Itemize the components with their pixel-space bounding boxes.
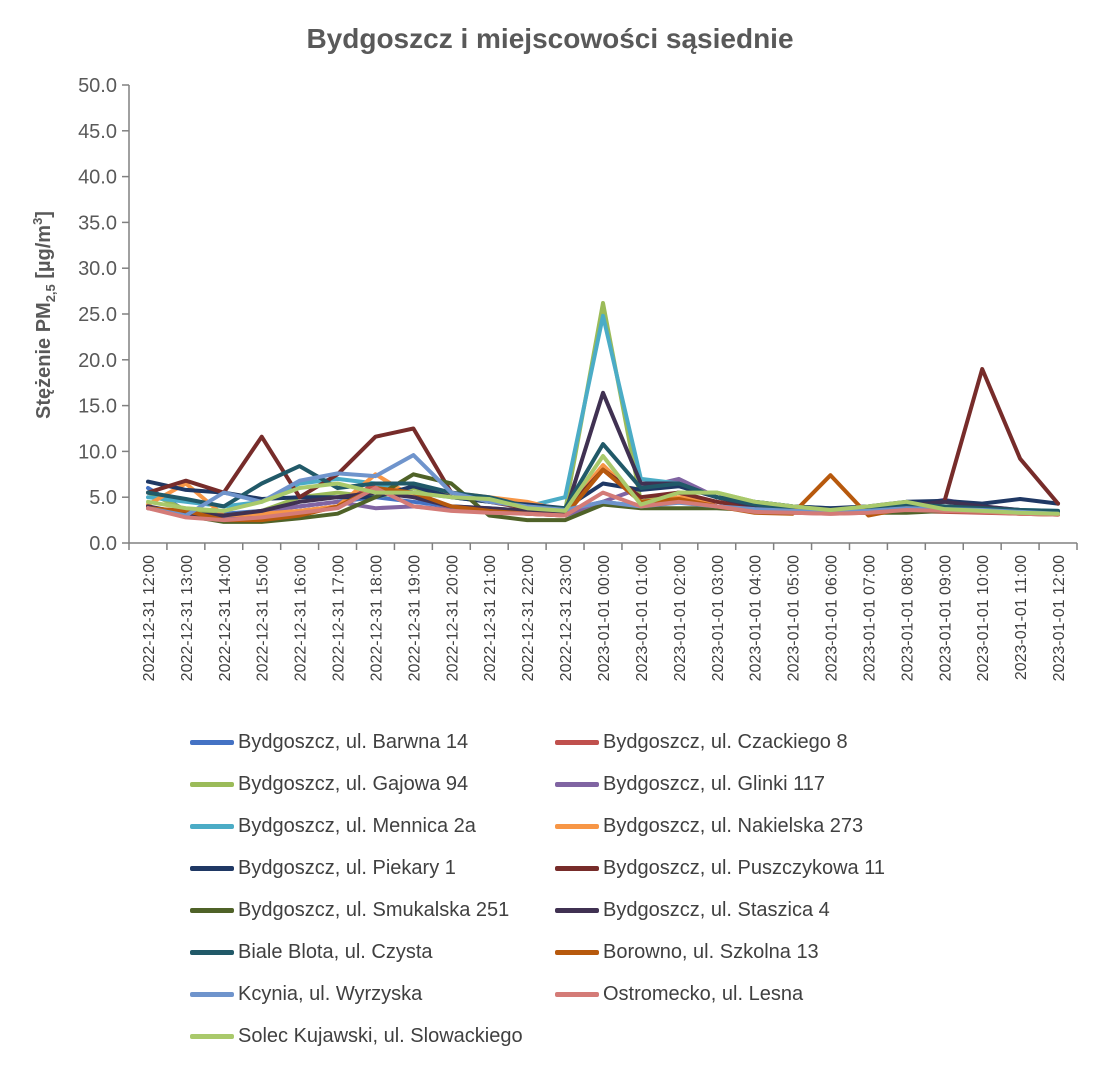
x-tick-label: 2023-01-01 01:00 [634,555,651,681]
x-tick-label: 2023-01-01 03:00 [710,555,727,681]
legend-item: Bydgoszcz, ul. Smukalska 251 [190,890,509,930]
legend-item: Bydgoszcz, ul. Gajowa 94 [190,764,468,804]
x-tick-label: 2023-01-01 11:00 [1013,555,1030,680]
y-tick-label: 0.0 [89,533,117,555]
x-tick-label: 2023-01-01 08:00 [899,555,916,681]
legend-item: Bydgoszcz, ul. Czackiego 8 [555,722,848,762]
x-tick-label: 2023-01-01 04:00 [748,555,765,681]
y-tick-label: 20.0 [78,350,117,372]
legend-item: Borowno, ul. Szkolna 13 [555,932,819,972]
y-tick-label: 50.0 [78,75,117,97]
legend-label: Borowno, ul. Szkolna 13 [603,940,819,963]
legend-swatch [190,991,234,997]
y-tick-label: 35.0 [78,212,117,234]
legend-item: Kcynia, ul. Wyrzyska [190,974,422,1014]
legend-label: Solec Kujawski, ul. Slowackiego [238,1024,523,1047]
legend-swatch [555,991,599,997]
x-tick-label: 2023-01-01 07:00 [861,555,878,681]
x-tick-label: 2022-12-31 17:00 [331,555,348,681]
y-tick-label: 30.0 [78,258,117,280]
series-line-15 [146,454,1060,516]
x-tick-label: 2022-12-31 12:00 [141,555,158,681]
y-axis-label-main: Stężenie PM [33,302,55,419]
chart-title: Bydgoszcz i miejscowości sąsiednie [306,23,793,54]
series-line-14 [146,486,1060,523]
y-axis-label: Stężenie PM2,5 [µg/m3] [30,211,58,419]
y-tick-label: 40.0 [78,167,117,189]
y-axis-label-unit: [µg/m [33,225,55,284]
x-tick-label: 2023-01-01 05:00 [786,555,803,681]
legend-label: Biale Blota, ul. Czysta [238,940,433,963]
y-axis-label-sup: 3 [30,218,45,225]
y-tick-label: 5.0 [89,487,117,509]
legend-swatch [555,949,599,955]
legend-label: Bydgoszcz, ul. Piekary 1 [238,856,456,879]
y-tick-label: 25.0 [78,304,117,326]
x-tick-label: 2023-01-01 10:00 [975,555,992,681]
legend-swatch [555,865,599,871]
axes: 0.0 5.0 10.0 15.0 20.0 25.0 30.0 35.0 40.0 45.0 50… [78,75,1078,681]
x-tick-label: 2023-01-01 09:00 [937,555,954,681]
legend-label: Bydgoszcz, ul. Gajowa 94 [238,772,469,795]
legend-item: Ostromecko, ul. Lesna [555,974,803,1014]
y-tick-label: 45.0 [78,121,117,143]
x-tick-label: 2022-12-31 15:00 [255,555,272,681]
y-tick-label: 15.0 [78,396,117,418]
legend-item: Bydgoszcz, ul. Nakielska 273 [555,806,863,846]
legend-label: Bydgoszcz, ul. Mennica 2a [238,814,476,837]
legend-swatch [190,949,234,955]
x-tick-label: 2023-01-01 06:00 [824,555,841,681]
legend-item: Bydgoszcz, ul. Puszczykowa 11 [555,848,885,888]
x-tick-label: 2022-12-31 19:00 [406,555,423,681]
x-tick-label: 2022-12-31 20:00 [444,555,461,681]
y-tick-label: 10.0 [78,441,117,463]
y-axis-label-end: ] [33,211,55,218]
legend-label: Ostromecko, ul. Lesna [603,982,804,1005]
x-tick-label: 2022-12-31 14:00 [217,555,234,681]
legend-swatch [190,823,234,829]
legend-swatch [190,1033,234,1039]
x-tick-label: 2022-12-31 22:00 [520,555,537,681]
line-chart: Bydgoszcz i miejscowości sąsiednie Stęże… [30,23,1078,681]
series-lines [146,301,1060,524]
x-tick-label: 2022-12-31 13:00 [179,555,196,681]
legend-swatch [190,907,234,913]
x-tick-label: 2022-12-31 18:00 [368,555,385,681]
x-tick-label: 2022-12-31 16:00 [293,555,310,681]
legend-swatch [555,823,599,829]
x-tick-label: 2023-01-01 00:00 [596,555,613,681]
legend-label: Bydgoszcz, ul. Puszczykowa 11 [603,856,885,879]
legend-swatch [190,781,234,787]
legend-item: Solec Kujawski, ul. Slowackiego [190,1016,523,1056]
series-line-9 [146,472,1060,524]
legend-swatch [190,739,234,745]
x-tick-label: 2023-01-01 12:00 [1051,555,1068,681]
legend-item: Bydgoszcz, ul. Piekary 1 [190,848,456,888]
legend-swatch [190,865,234,871]
legend-item: Bydgoszcz, ul. Mennica 2a [190,806,476,846]
legend-label: Bydgoszcz, ul. Czackiego 8 [603,730,848,753]
legend-label: Kcynia, ul. Wyrzyska [238,982,423,1005]
legend-label: Bydgoszcz, ul. Smukalska 251 [238,898,510,921]
legend-item: Bydgoszcz, ul. Glinki 117 [555,764,825,804]
legend-label: Bydgoszcz, ul. Glinki 117 [603,772,825,795]
legend-label: Bydgoszcz, ul. Nakielska 273 [603,814,864,837]
legend-item: Bydgoszcz, ul. Barwna 14 [190,722,468,762]
legend-swatch [555,907,599,913]
x-tick-label: 2023-01-01 02:00 [672,555,689,681]
legend-label: Bydgoszcz, ul. Staszica 4 [603,898,830,921]
y-axis-label-sub: 2,5 [43,284,58,302]
x-tick-label: 2022-12-31 23:00 [558,555,575,681]
legend-item: Bydgoszcz, ul. Staszica 4 [555,890,830,930]
legend-swatch [555,739,599,745]
x-tick-label: 2022-12-31 21:00 [482,555,499,681]
legend-label: Bydgoszcz, ul. Barwna 14 [238,730,469,753]
legend-swatch [555,781,599,787]
series-line-11 [146,442,1060,513]
legend-item: Biale Blota, ul. Czysta [190,932,433,972]
